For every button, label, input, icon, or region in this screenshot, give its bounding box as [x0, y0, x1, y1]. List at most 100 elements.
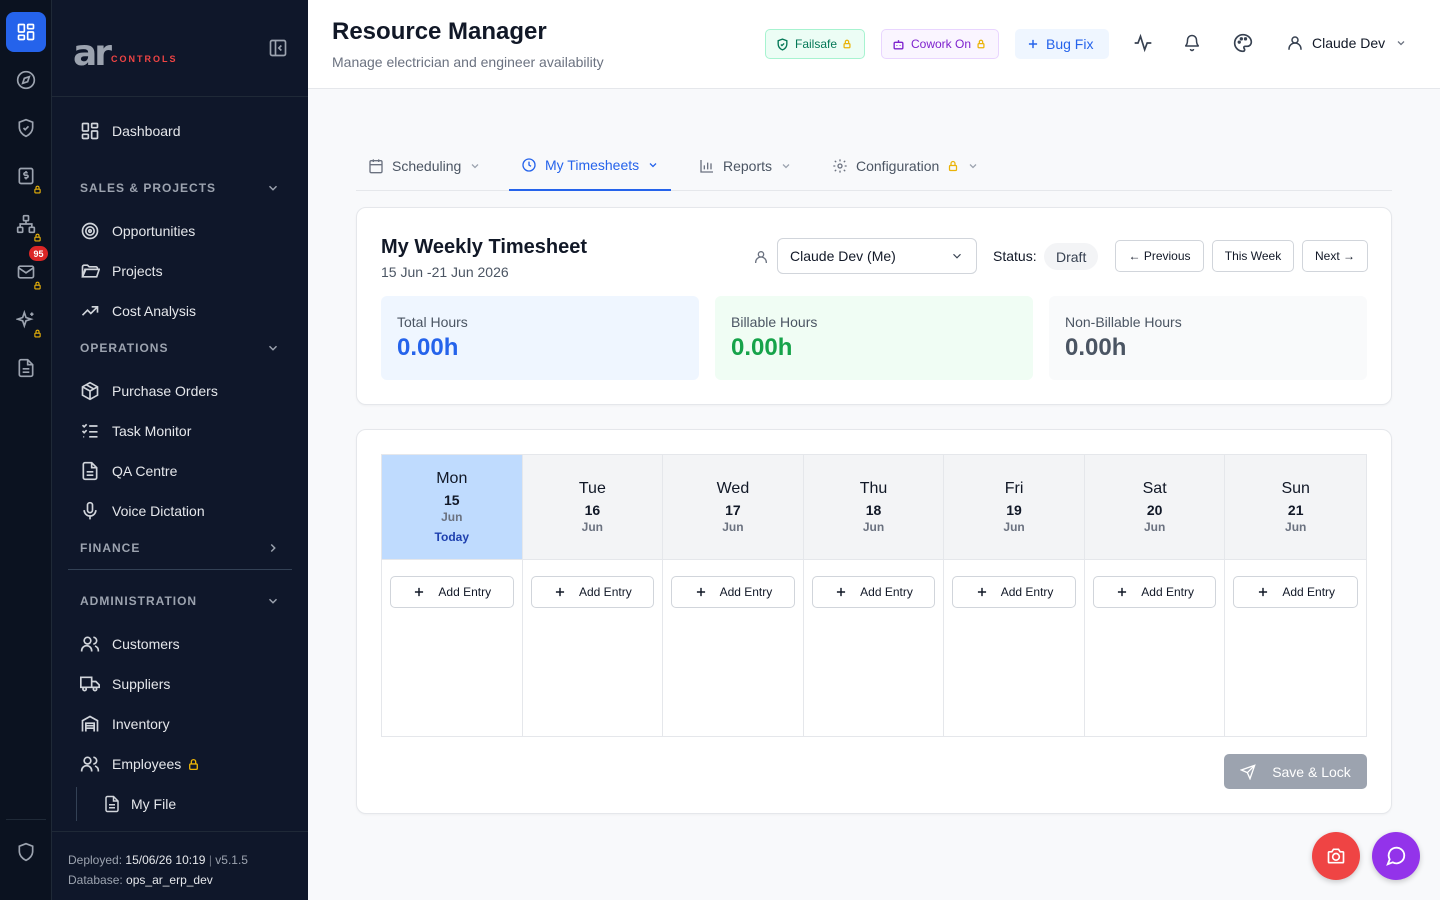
sidebar-item-task-monitor[interactable]: Task Monitor	[80, 419, 191, 443]
day-column-sat: Sat 20 Jun Add Entry	[1084, 455, 1226, 736]
chevron-down-icon	[266, 181, 280, 195]
day-header: Sat 20 Jun	[1084, 455, 1225, 560]
mail-icon[interactable]: 95	[6, 246, 48, 292]
section-administration[interactable]: ADMINISTRATION	[80, 594, 280, 608]
icon-rail: 95	[0, 0, 52, 900]
chevron-down-icon	[1395, 37, 1407, 49]
rail-divider	[6, 819, 46, 820]
add-entry-label: Add Entry	[579, 585, 632, 599]
truck-icon	[80, 674, 100, 694]
shield-check-icon[interactable]	[6, 108, 46, 148]
section-divider	[68, 569, 292, 570]
users-icon	[80, 634, 100, 654]
day-month: Jun	[1003, 520, 1025, 534]
cowork-label: Cowork On	[911, 37, 972, 51]
next-week-button[interactable]: Next →	[1302, 240, 1368, 272]
trending-up-icon	[80, 301, 100, 321]
add-entry-button[interactable]: Add Entry	[952, 576, 1076, 608]
shield-icon[interactable]	[6, 832, 46, 872]
day-month: Jun	[581, 520, 604, 534]
module-tabs: Scheduling My Timesheets Reports Configu…	[356, 140, 1392, 191]
package-icon	[80, 381, 100, 401]
sidebar-item-suppliers[interactable]: Suppliers	[80, 672, 170, 696]
sidebar-item-label: Opportunities	[112, 223, 196, 239]
add-entry-button[interactable]: Add Entry	[1233, 576, 1358, 608]
sidebar-item-dashboard[interactable]: Dashboard	[80, 119, 181, 143]
chevron-right-icon	[266, 541, 280, 555]
tab-reports[interactable]: Reports	[699, 140, 792, 191]
deployed-label: Deployed:	[68, 853, 123, 867]
bell-icon[interactable]	[1183, 32, 1201, 54]
sidebar-item-my-file[interactable]: My File	[76, 787, 286, 821]
tab-scheduling[interactable]: Scheduling	[368, 140, 481, 191]
day-month: Jun	[1285, 520, 1307, 534]
warehouse-icon	[80, 714, 100, 734]
sidebar-item-voice-dictation[interactable]: Voice Dictation	[80, 499, 205, 523]
save-lock-button[interactable]: Save & Lock	[1224, 754, 1367, 789]
sidebar-item-label: Suppliers	[112, 676, 171, 692]
sidebar-item-label: Dashboard	[112, 123, 181, 139]
day-number: 18	[865, 502, 882, 518]
day-header: Sun 21 Jun	[1225, 455, 1366, 560]
activity-icon[interactable]	[1133, 32, 1153, 54]
lock-icon	[33, 281, 42, 290]
bug-fix-button[interactable]: Bug Fix	[1015, 29, 1109, 59]
sidebar-item-employees[interactable]: Employees	[80, 752, 200, 776]
section-operations[interactable]: OPERATIONS	[80, 341, 280, 355]
week-range: 15 Jun -21 Jun 2026	[381, 264, 509, 280]
sidebar-item-purchase-orders[interactable]: Purchase Orders	[80, 379, 218, 403]
company-logo[interactable]: ar CONTROLS	[73, 36, 178, 72]
employee-select-value: Claude Dev (Me)	[790, 248, 896, 264]
org-chart-icon[interactable]	[6, 204, 46, 244]
day-number: 15	[443, 492, 460, 508]
bot-icon	[892, 38, 905, 51]
chevron-down-icon	[266, 341, 280, 355]
sidebar-item-qa-centre[interactable]: QA Centre	[80, 459, 177, 483]
sidebar-item-inventory[interactable]: Inventory	[80, 712, 170, 736]
this-week-button[interactable]: This Week	[1212, 240, 1294, 272]
day-number: 19	[1006, 502, 1022, 518]
failsafe-badge[interactable]: Failsafe	[765, 29, 865, 59]
user-menu[interactable]: Claude Dev	[1286, 33, 1407, 53]
document-icon[interactable]	[6, 348, 46, 388]
tab-configuration[interactable]: Configuration	[832, 140, 979, 191]
add-entry-button[interactable]: Add Entry	[1092, 576, 1217, 608]
dashboard-grid-icon[interactable]	[6, 12, 46, 52]
file-text-icon	[103, 795, 121, 813]
sidebar-collapse-icon[interactable]	[268, 38, 288, 58]
non-billable-hours-card: Non-Billable Hours 0.00h	[1049, 296, 1367, 380]
day-month: Jun	[441, 510, 463, 524]
non-billable-hours-value: 0.00h	[1065, 334, 1127, 361]
compass-icon[interactable]	[6, 60, 46, 100]
lock-icon	[842, 39, 852, 49]
add-entry-button[interactable]: Add Entry	[530, 576, 655, 608]
users-icon	[80, 754, 100, 774]
add-entry-button[interactable]: Add Entry	[671, 576, 795, 608]
chat-button[interactable]	[1372, 832, 1420, 880]
tab-my-timesheets[interactable]: My Timesheets	[509, 140, 672, 191]
day-number: 21	[1287, 502, 1304, 518]
week-grid: Mon 15 Jun Today Add Entry Tue 16 Jun Ad…	[381, 454, 1367, 737]
logo-area: ar CONTROLS	[52, 0, 308, 97]
day-header: Wed 17 Jun	[663, 455, 803, 560]
dollar-document-icon[interactable]	[6, 156, 46, 196]
plus-icon	[834, 585, 848, 599]
failsafe-label: Failsafe	[795, 37, 838, 51]
day-name: Wed	[716, 480, 750, 497]
sidebar-item-projects[interactable]: Projects	[80, 259, 163, 283]
sidebar-item-customers[interactable]: Customers	[80, 632, 180, 656]
timesheet-title: My Weekly Timesheet	[381, 236, 588, 258]
screenshot-camera-button[interactable]	[1312, 832, 1360, 880]
employee-select[interactable]: Claude Dev (Me)	[777, 238, 977, 274]
add-entry-label: Add Entry	[1000, 585, 1054, 599]
add-entry-button[interactable]: Add Entry	[390, 576, 514, 608]
section-sales-projects[interactable]: SALES & PROJECTS	[80, 181, 280, 195]
sparkles-icon[interactable]	[6, 300, 46, 340]
section-finance[interactable]: FINANCE	[80, 541, 280, 555]
cowork-badge[interactable]: Cowork On	[881, 29, 999, 59]
sidebar-item-opportunities[interactable]: Opportunities	[80, 219, 195, 243]
previous-week-button[interactable]: ← Previous	[1115, 240, 1204, 272]
palette-icon[interactable]	[1233, 32, 1253, 54]
sidebar-item-cost-analysis[interactable]: Cost Analysis	[80, 299, 196, 323]
add-entry-button[interactable]: Add Entry	[811, 576, 936, 608]
